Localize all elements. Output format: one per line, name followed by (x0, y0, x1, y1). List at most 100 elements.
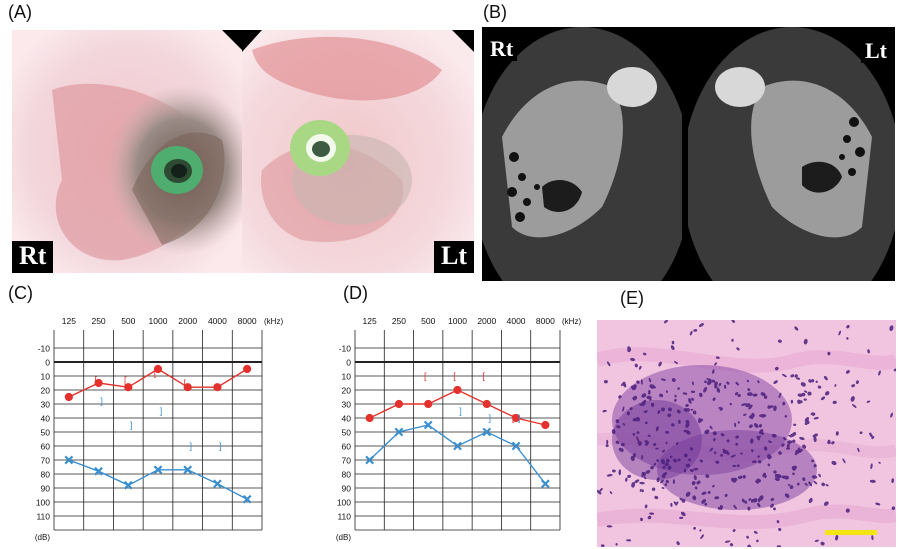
cell-nucleus (685, 463, 691, 468)
cell-nucleus (762, 472, 766, 478)
cell-nucleus (693, 329, 698, 332)
cell-nucleus (639, 488, 642, 492)
cell-nucleus (699, 459, 704, 463)
cell-nucleus (718, 406, 722, 409)
cell-nucleus (664, 462, 669, 467)
cell-nucleus (648, 377, 652, 383)
y-unit-label: (dB) (35, 533, 50, 542)
y-tick-label: 20 (342, 386, 352, 396)
cell-nucleus (616, 425, 621, 429)
cell-nucleus (759, 414, 765, 418)
cell-nucleus (671, 423, 675, 427)
cell-nucleus (650, 402, 655, 407)
cell-nucleus (657, 410, 661, 414)
x-tick-label: 2000 (477, 316, 496, 326)
cell-nucleus (709, 447, 714, 452)
cell-nucleus (641, 455, 644, 460)
cell-nucleus (890, 412, 893, 418)
cell-nucleus (622, 406, 625, 412)
right-bone-marker: [ (424, 371, 427, 381)
y-tick-label: -10 (339, 344, 352, 354)
cell-nucleus (831, 441, 835, 445)
y-tick-label: 20 (41, 386, 51, 396)
cell-nucleus (776, 545, 782, 547)
y-tick-label: 60 (342, 442, 352, 452)
cell-nucleus (711, 379, 716, 383)
cell-nucleus (773, 470, 777, 474)
cell-nucleus (701, 491, 707, 496)
cell-nucleus (866, 400, 871, 403)
cell-nucleus (661, 407, 665, 412)
panel-label-d: (D) (343, 283, 368, 303)
cell-nucleus (867, 349, 870, 354)
cell-nucleus (813, 464, 817, 468)
cell-nucleus (731, 320, 736, 323)
cell-nucleus (646, 395, 652, 400)
cell-nucleus (746, 379, 750, 383)
cell-nucleus (620, 442, 625, 447)
cell-nucleus (786, 447, 791, 450)
cell-nucleus (746, 535, 749, 539)
y-tick-label: 110 (36, 512, 50, 522)
cell-nucleus (776, 520, 780, 524)
cell-nucleus (777, 339, 782, 343)
x-tick-label: 500 (421, 316, 435, 326)
cell-nucleus (660, 479, 664, 484)
cell-nucleus (618, 469, 622, 476)
cell-nucleus (643, 410, 648, 413)
cell-nucleus (757, 455, 760, 458)
right-air-point (94, 378, 103, 388)
cell-nucleus (729, 543, 734, 547)
cell-nucleus (626, 539, 632, 542)
cell-nucleus (689, 469, 694, 472)
x-tick-label: 4000 (208, 316, 227, 326)
cell-nucleus (743, 413, 747, 416)
cell-nucleus (729, 402, 733, 406)
cell-nucleus (597, 489, 602, 495)
cell-nucleus (768, 405, 774, 408)
cell-nucleus (835, 535, 839, 541)
cell-nucleus (638, 441, 642, 447)
cell-nucleus (778, 451, 782, 455)
cell-nucleus (681, 498, 686, 503)
cell-nucleus (669, 455, 673, 459)
cell-nucleus (891, 506, 896, 511)
cell-nucleus (803, 398, 807, 401)
rt-label: Rt (12, 241, 54, 273)
cell-nucleus (641, 471, 646, 477)
left-air-point (482, 427, 492, 437)
cell-nucleus (680, 511, 686, 517)
cell-nucleus (630, 357, 636, 362)
cell-nucleus (722, 450, 729, 454)
cell-nucleus (664, 483, 668, 487)
cell-nucleus (642, 352, 647, 356)
right-bone-marker: [ (453, 371, 456, 381)
cell-nucleus (690, 390, 696, 394)
x-tick-label: 500 (121, 316, 135, 326)
cell-nucleus (752, 498, 758, 503)
cell-nucleus (797, 393, 803, 397)
cell-nucleus (737, 421, 740, 424)
left-air-point (123, 480, 133, 490)
cell-nucleus (750, 412, 755, 419)
x-tick-label: 125 (62, 316, 76, 326)
cell-nucleus (783, 436, 787, 441)
cell-nucleus (662, 472, 668, 476)
cell-nucleus (735, 381, 739, 386)
cell-nucleus (720, 453, 723, 457)
cell-nucleus (643, 476, 647, 480)
audiogram-c: -10 0 10 20 30 40 50 60 70 80 90 100 110 125 250 500 100… (35, 316, 284, 542)
cell-nucleus (701, 499, 707, 504)
endoscopy-right-photo: Rt (12, 30, 242, 273)
cell-nucleus (634, 479, 640, 484)
cell-nucleus (712, 397, 716, 401)
cell-nucleus (645, 470, 651, 474)
cell-nucleus (726, 439, 730, 443)
cell-nucleus (693, 475, 697, 481)
cell-nucleus (726, 381, 730, 385)
right-air-point (424, 399, 433, 409)
cell-nucleus (717, 506, 721, 510)
cell-nucleus (811, 475, 818, 479)
cell-nucleus (801, 392, 806, 397)
cell-nucleus (893, 368, 896, 372)
